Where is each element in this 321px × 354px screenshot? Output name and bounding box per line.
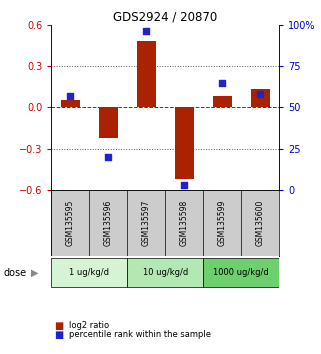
Text: 10 ug/kg/d: 10 ug/kg/d xyxy=(143,268,188,277)
Text: 1 ug/kg/d: 1 ug/kg/d xyxy=(69,268,109,277)
Text: log2 ratio: log2 ratio xyxy=(69,321,109,330)
Text: dose: dose xyxy=(3,268,26,278)
Text: GSM135595: GSM135595 xyxy=(66,200,75,246)
Bar xyxy=(99,107,118,138)
Text: GSM135599: GSM135599 xyxy=(218,200,227,246)
Bar xyxy=(175,107,194,179)
Bar xyxy=(61,101,80,107)
Point xyxy=(106,154,111,160)
Bar xyxy=(213,96,232,107)
Bar xyxy=(251,90,270,107)
Text: GSM135598: GSM135598 xyxy=(180,200,189,246)
Text: 1000 ug/kg/d: 1000 ug/kg/d xyxy=(213,268,269,277)
Text: GSM135596: GSM135596 xyxy=(104,200,113,246)
Text: ■: ■ xyxy=(55,330,64,339)
Text: GSM135600: GSM135600 xyxy=(256,200,265,246)
Text: ■: ■ xyxy=(55,321,64,331)
Title: GDS2924 / 20870: GDS2924 / 20870 xyxy=(113,11,217,24)
Text: GSM135597: GSM135597 xyxy=(142,200,151,246)
Text: ▶: ▶ xyxy=(30,268,38,278)
Bar xyxy=(203,258,279,287)
Point xyxy=(258,91,263,97)
Point xyxy=(182,182,187,188)
Bar xyxy=(51,258,127,287)
Point xyxy=(68,93,73,99)
Bar xyxy=(127,258,203,287)
Bar xyxy=(137,41,156,107)
Point xyxy=(144,29,149,34)
Point xyxy=(220,80,225,85)
Text: percentile rank within the sample: percentile rank within the sample xyxy=(69,330,211,339)
